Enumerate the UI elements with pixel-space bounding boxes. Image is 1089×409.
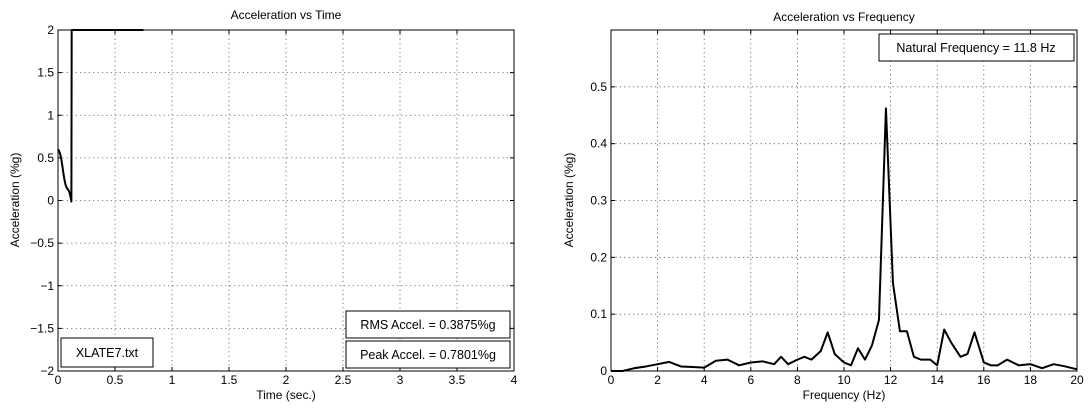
x-tick-label: 3.5 [449, 373, 466, 387]
time-x-ticks: 0 0.5 1 1.5 2 2.5 3 3.5 4 [55, 30, 518, 387]
time-x-axis-label: Time (sec.) [256, 388, 316, 402]
time-grid [58, 30, 514, 371]
y-tick-label: 1 [47, 108, 54, 122]
peak-accel-box [345, 340, 511, 369]
y-tick-label: −0.5 [30, 236, 54, 250]
freq-x-axis-label: Frequency (Hz) [803, 388, 886, 402]
acceleration-frequency-chart: 0 2 4 6 8 10 12 14 16 18 20 0 0.1 0.2 0.3 0.4 0.5 Accel… [562, 10, 1084, 402]
y-tick-label: 2 [47, 23, 54, 37]
y-tick-label: −2 [40, 364, 54, 378]
x-tick-label: 1 [169, 373, 176, 387]
x-tick-label: 10 [837, 373, 851, 387]
x-tick-label: 2 [283, 373, 290, 387]
x-tick-label: 2 [654, 373, 661, 387]
freq-y-axis-label: Acceleration (%g) [562, 153, 576, 248]
y-tick-label: 0.5 [590, 80, 607, 94]
x-tick-label: 12 [884, 373, 898, 387]
file-name-text: XLATE7.txt [76, 346, 139, 360]
x-tick-label: 6 [747, 373, 754, 387]
y-tick-label: 0 [600, 364, 607, 378]
x-tick-label: 4 [701, 373, 708, 387]
x-tick-label: 3 [397, 373, 404, 387]
x-tick-label: 4 [511, 373, 518, 387]
x-tick-label: 20 [1070, 373, 1084, 387]
time-y-ticks: −2 −1.5 −1 −0.5 0 0.5 1 1.5 2 [30, 23, 514, 378]
x-tick-label: 0 [608, 373, 615, 387]
file-name-box [60, 337, 154, 368]
y-tick-label: 0.3 [590, 194, 607, 208]
y-tick-label: −1.5 [30, 321, 54, 335]
freq-x-ticks: 0 2 4 6 8 10 12 14 16 18 20 [608, 30, 1084, 387]
x-tick-label: 16 [977, 373, 991, 387]
x-tick-label: 2.5 [335, 373, 352, 387]
acceleration-time-chart: 0 0.5 1 1.5 2 2.5 3 3.5 4 −2−1.5−1−0.500.511.52 … [8, 8, 518, 402]
x-tick-label: 1.5 [221, 373, 238, 387]
peak-accel-text: Peak Accel. = 0.7801%g [360, 348, 496, 362]
natural-frequency-box [878, 33, 1075, 62]
x-tick-label: 8 [794, 373, 801, 387]
x-tick-label: 14 [931, 373, 945, 387]
y-tick-label: 1.5 [37, 66, 54, 80]
x-tick-label: 18 [1024, 373, 1038, 387]
rms-accel-box [345, 310, 511, 339]
rms-accel-text: RMS Accel. = 0.3875%g [360, 318, 495, 332]
y-tick-label: 0.5 [37, 151, 54, 165]
y-tick-label: 0 [47, 194, 54, 208]
time-y-axis-label: Acceleration (%g) [8, 153, 22, 248]
y-tick-label: 0.2 [590, 250, 607, 264]
freq-grid [611, 30, 1077, 371]
time-chart-title: Acceleration vs Time [231, 8, 342, 22]
y-tick-label: 0.1 [590, 307, 607, 321]
y-tick-label: −1 [40, 279, 54, 293]
frequency-spectrum-line [611, 107, 1078, 372]
x-tick-label: 0 [55, 373, 62, 387]
natural-frequency-text: Natural Frequency = 11.8 Hz [896, 41, 1055, 55]
x-tick-label: 0.5 [107, 373, 124, 387]
freq-chart-title: Acceleration vs Frequency [773, 10, 914, 24]
y-tick-label: 0.4 [590, 137, 607, 151]
freq-y-ticks: 0 0.1 0.2 0.3 0.4 0.5 [590, 80, 1077, 378]
